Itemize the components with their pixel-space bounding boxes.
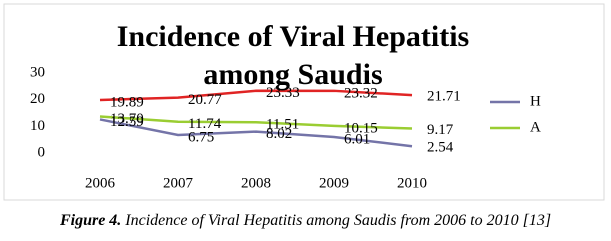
series-line — [99, 89, 413, 102]
data-label: 23.32 — [344, 85, 378, 101]
data-label: 23.33 — [266, 85, 300, 101]
chart: 0 10 20 30 2006 2007 2008 2009 2010 19.89 20.77 23.… — [3, 3, 605, 201]
x-tick-label: 2008 — [241, 175, 271, 191]
y-tick-label: 10 — [30, 118, 45, 134]
data-label: 8.02 — [266, 126, 292, 142]
legend-label: H — [530, 93, 541, 109]
series-line — [99, 115, 413, 130]
data-label: 9.17 — [427, 122, 454, 138]
data-label: 20.77 — [188, 92, 222, 108]
caption: Figure 4. Incidence of Viral Hepatitis a… — [0, 212, 611, 230]
data-label: 10.15 — [344, 120, 378, 136]
data-label: 6.75 — [188, 129, 214, 145]
data-label: 19.89 — [110, 94, 144, 110]
chart-border — [3, 3, 605, 201]
data-label: 11.74 — [188, 116, 222, 132]
legend-label: A — [530, 119, 541, 135]
caption-label: Figure 4. — [59, 212, 122, 229]
y-tick-label: 20 — [30, 91, 45, 107]
y-tick-label: 0 — [38, 144, 46, 160]
series-line — [99, 118, 413, 148]
y-tick-label: 30 — [30, 64, 45, 80]
x-tick-label: 2007 — [163, 175, 194, 191]
chart-title: Incidence of Viral Hepatitis among Saudi… — [116, 20, 470, 91]
x-tick-label: 2010 — [397, 175, 427, 191]
x-tick-label: 2009 — [319, 175, 349, 191]
data-label: 12.59 — [110, 114, 144, 130]
data-label: 6.01 — [344, 131, 370, 147]
data-label: 11.51 — [266, 117, 299, 133]
x-tick-label: 2006 — [85, 175, 116, 191]
data-label: 21.71 — [427, 89, 461, 105]
data-label: 2.54 — [427, 140, 454, 156]
caption-text: Incidence of Viral Hepatitis among Saudi… — [125, 212, 552, 229]
